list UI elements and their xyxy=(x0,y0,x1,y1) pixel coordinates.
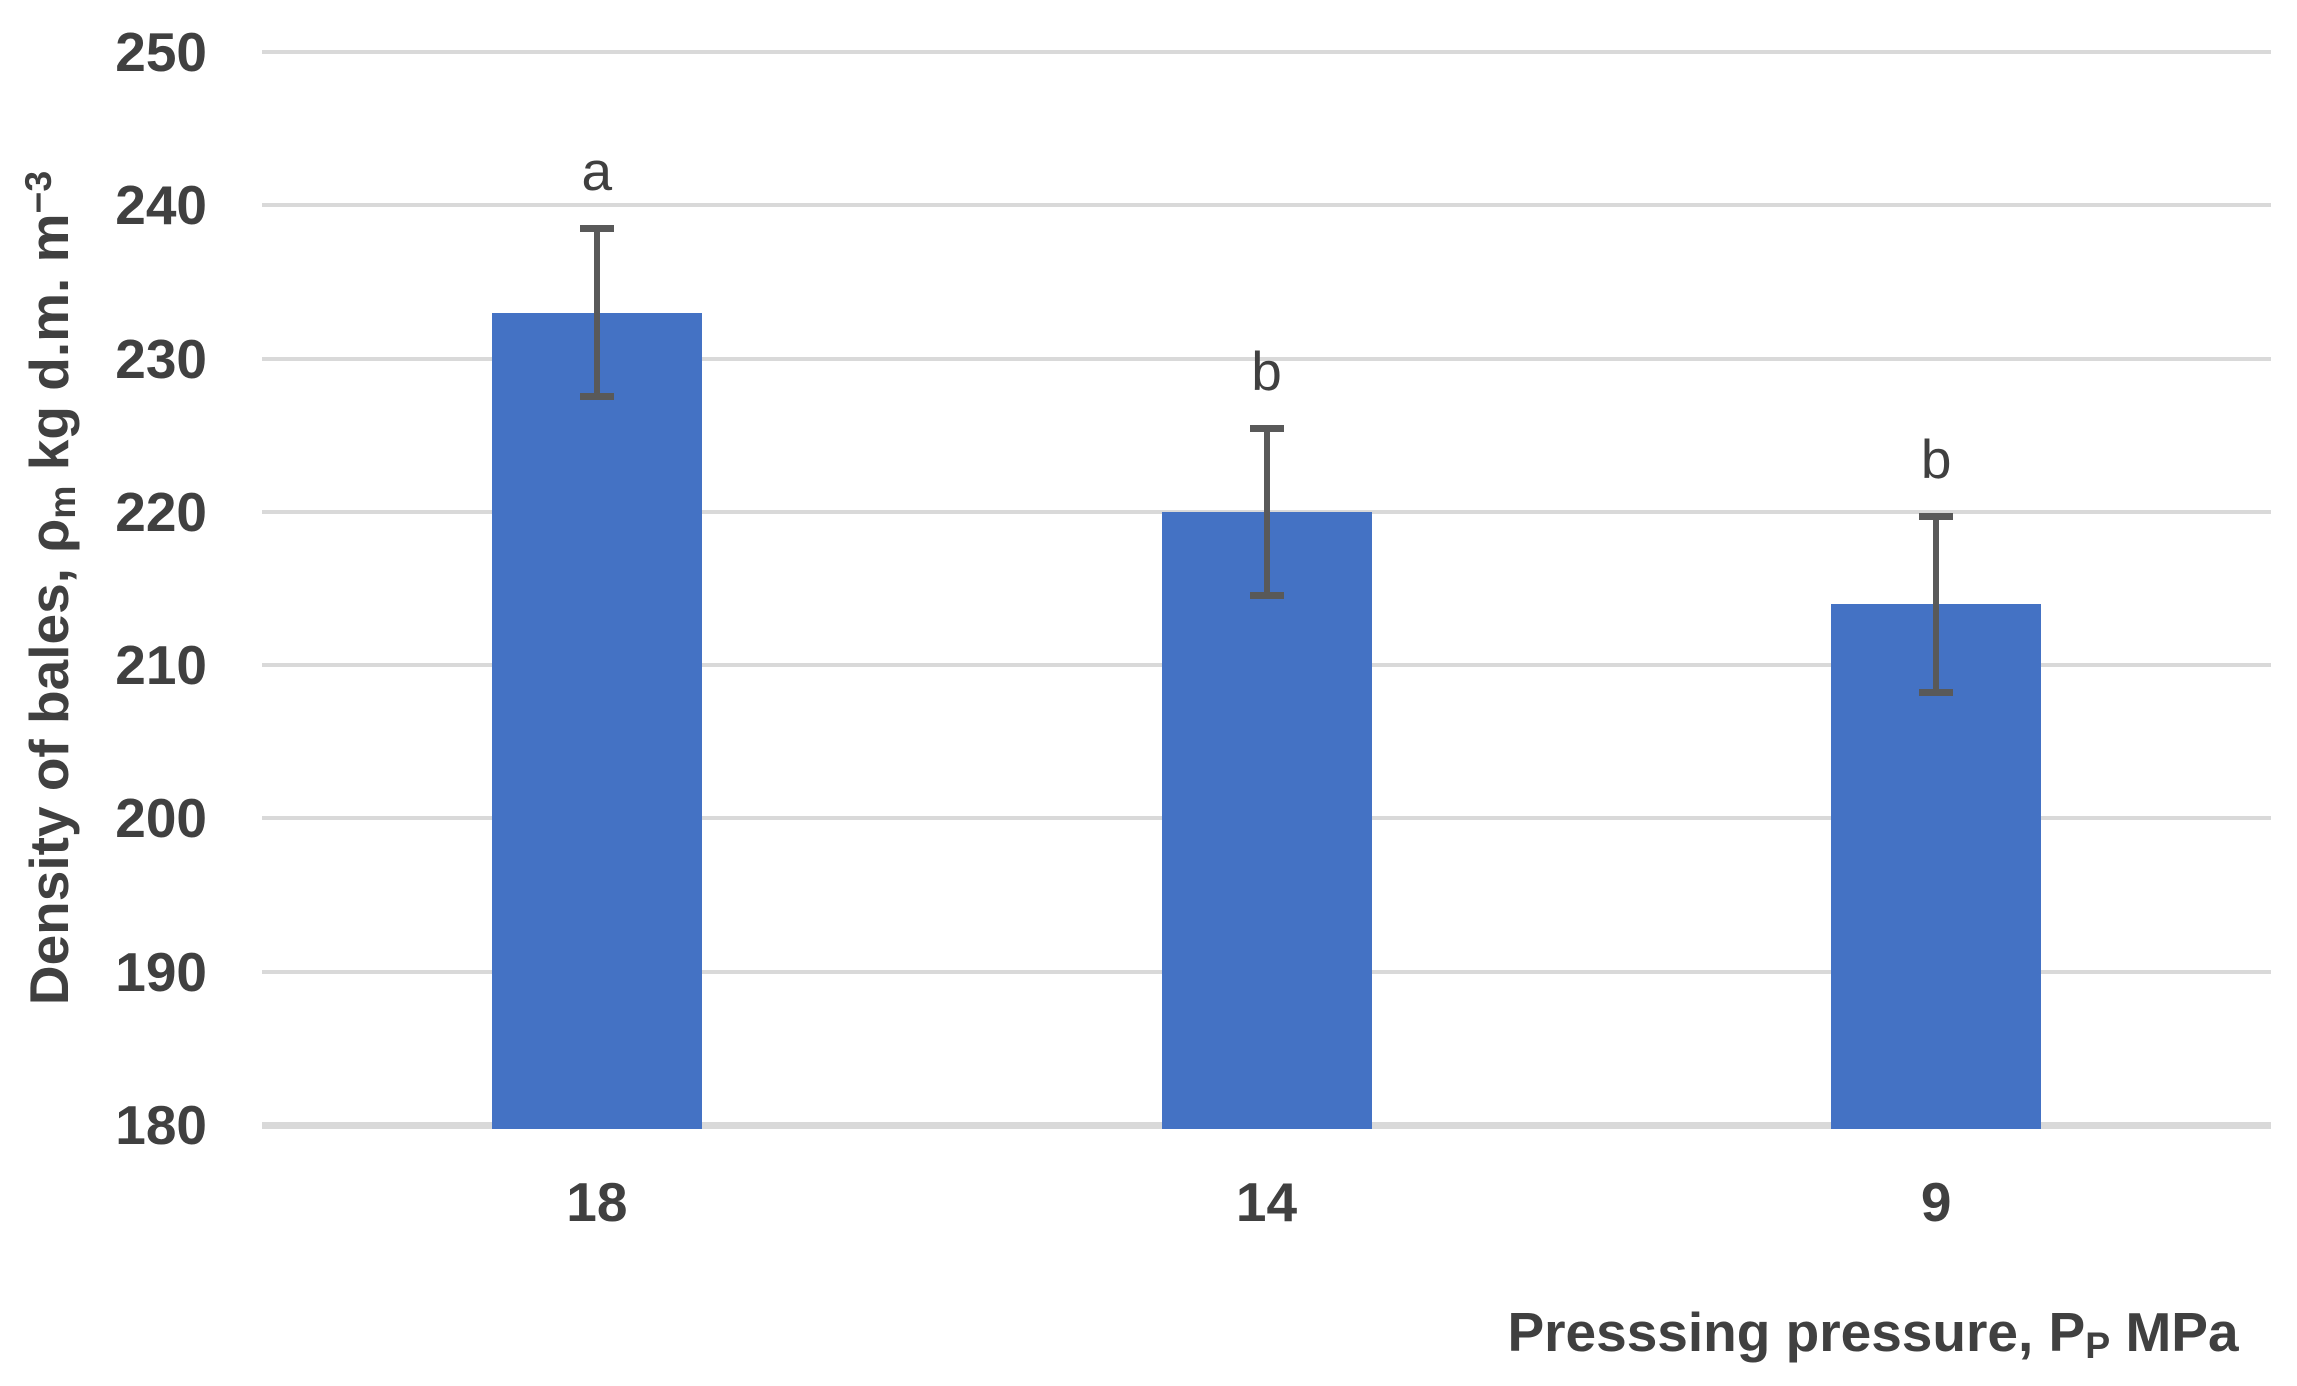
axis-title-text: −3 xyxy=(17,170,60,214)
error-bar-line xyxy=(1263,427,1270,597)
y-tick-label: 220 xyxy=(115,480,207,543)
x-axis-title: Presssing pressure, PP MPa xyxy=(1273,1300,2297,1370)
y-tick-label: 180 xyxy=(115,1094,207,1156)
axis-title-text: P xyxy=(2085,1323,2111,1366)
axis-title-text: MPa xyxy=(2110,1301,2239,1363)
axis-title-text: m xyxy=(40,485,83,519)
y-tick-label: 200 xyxy=(115,787,207,850)
error-bar-top-cap xyxy=(579,225,614,233)
error-bar-line xyxy=(593,228,600,397)
axis-title-text: kg d.m. m xyxy=(18,213,80,486)
axis-title-text: Density of bales, ρ xyxy=(18,518,80,1006)
error-bar-line xyxy=(1933,516,1940,693)
gridline xyxy=(262,203,2271,208)
significance-letter: a xyxy=(581,140,613,203)
error-bar-bottom-cap xyxy=(1919,688,1954,696)
gridline xyxy=(262,356,2271,361)
significance-letter: b xyxy=(1251,339,1282,402)
bar-18 xyxy=(491,312,702,1129)
gridline xyxy=(262,50,2271,54)
error-bar-top-cap xyxy=(1919,513,1954,521)
bar-14 xyxy=(1161,511,1372,1129)
x-tick-label: 14 xyxy=(1235,1171,1298,1233)
significance-letter: b xyxy=(1920,428,1952,491)
y-axis-title: Density of bales, ρm kg d.m. m−3 xyxy=(17,0,83,1288)
error-bar-bottom-cap xyxy=(579,392,614,400)
x-tick-label: 9 xyxy=(1920,1171,1952,1233)
y-tick-label: 210 xyxy=(115,634,207,697)
y-tick-label: 240 xyxy=(115,174,207,237)
error-bar-top-cap xyxy=(1249,424,1284,432)
error-bar-bottom-cap xyxy=(1249,592,1284,600)
y-tick-label: 250 xyxy=(115,21,207,83)
x-tick-label: 18 xyxy=(566,1171,628,1233)
y-tick-label: 190 xyxy=(115,940,207,1003)
y-tick-label: 230 xyxy=(115,327,207,390)
axis-title-text: Presssing pressure, P xyxy=(1507,1301,2086,1363)
